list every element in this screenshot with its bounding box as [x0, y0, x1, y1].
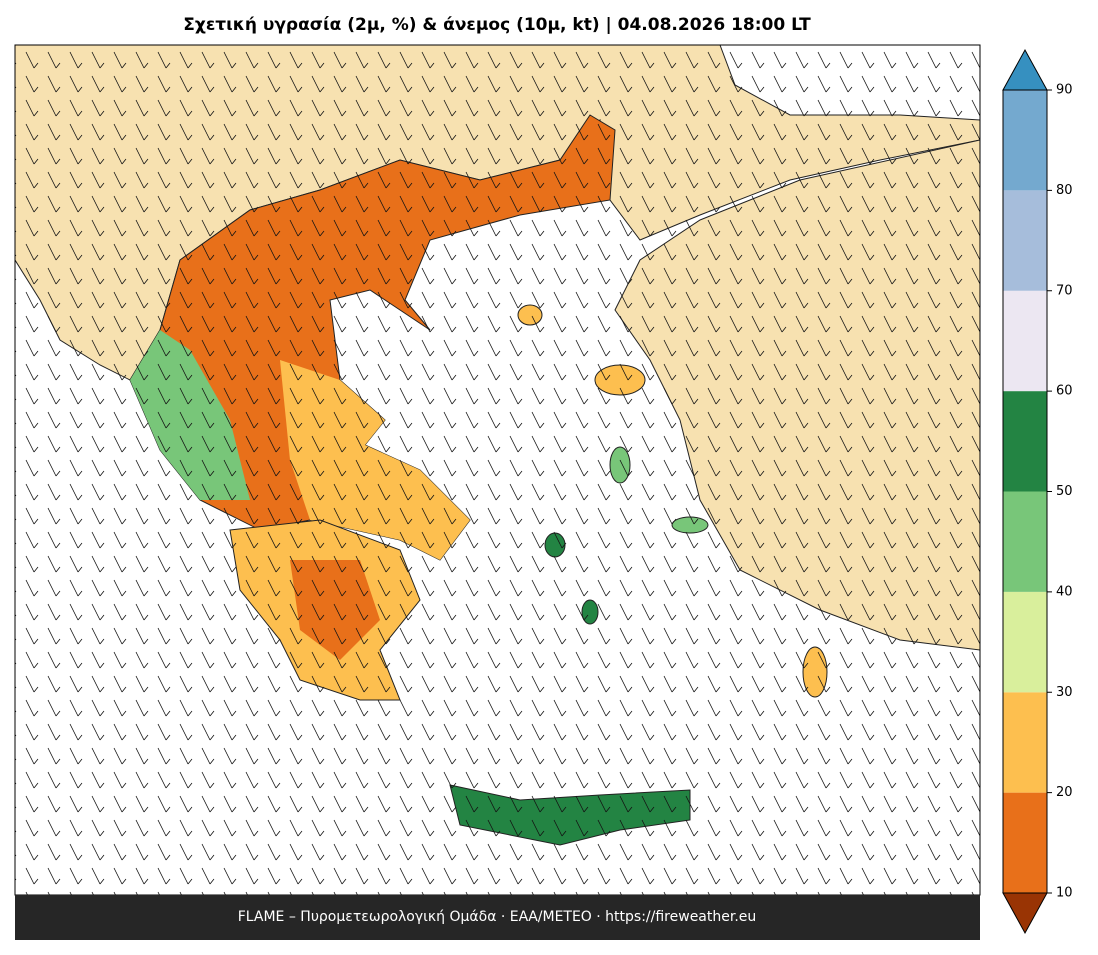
colorbar-tick-label: 20 — [1056, 785, 1073, 800]
colorbar-bin — [1003, 491, 1047, 592]
colorbar-bin — [1003, 90, 1047, 191]
colorbar-tick-label: 90 — [1056, 83, 1073, 98]
colorbar-tick-label: 60 — [1056, 384, 1073, 399]
footer: FLAME – Πυρομετεωρολογική Ομάδα · ΕΑΑ/ME… — [238, 909, 757, 925]
colorbar-over — [1002, 48, 1048, 91]
colorbar-bin — [1003, 692, 1047, 793]
colorbar-tick-label: 40 — [1056, 584, 1073, 599]
colorbar-bin — [1003, 190, 1047, 291]
map — [15, 45, 980, 895]
footer-bar — [15, 895, 980, 940]
colorbar-tick-label: 30 — [1056, 685, 1073, 700]
colorbar-tick-label: 80 — [1056, 183, 1073, 198]
colorbar-bin — [1003, 391, 1047, 492]
colorbar: 10 20 30 40 50 60 70 80 90 — [1002, 48, 1073, 935]
title: Σχετική υγρασία (2μ, %) & άνεμος (10μ, k… — [183, 15, 811, 35]
colorbar-tick-label: 10 — [1056, 886, 1073, 901]
colorbar-tick-label: 70 — [1056, 283, 1073, 298]
colorbar-under — [1002, 892, 1048, 935]
colorbar-tick-label: 50 — [1056, 484, 1073, 499]
colorbar-bin — [1003, 792, 1047, 893]
wind-barbs — [15, 45, 980, 895]
colorbar-bin — [1003, 290, 1047, 392]
colorbar-bin — [1003, 591, 1047, 693]
